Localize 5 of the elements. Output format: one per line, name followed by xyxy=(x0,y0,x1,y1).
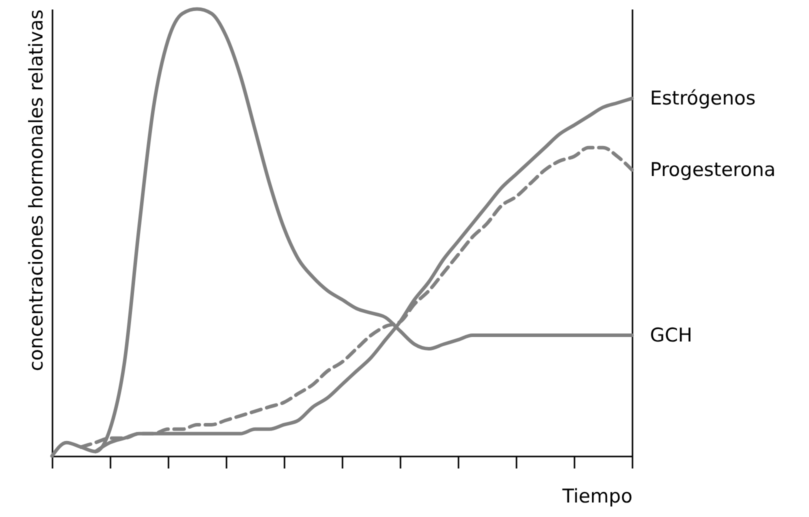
x-axis-title: Tiempo xyxy=(561,485,632,508)
series-label: Progesterona xyxy=(650,158,776,181)
series-label: Estrógenos xyxy=(650,87,756,110)
series-label: GCH xyxy=(650,324,692,346)
y-axis-title: concentraciones hormonales relativas xyxy=(26,10,48,372)
